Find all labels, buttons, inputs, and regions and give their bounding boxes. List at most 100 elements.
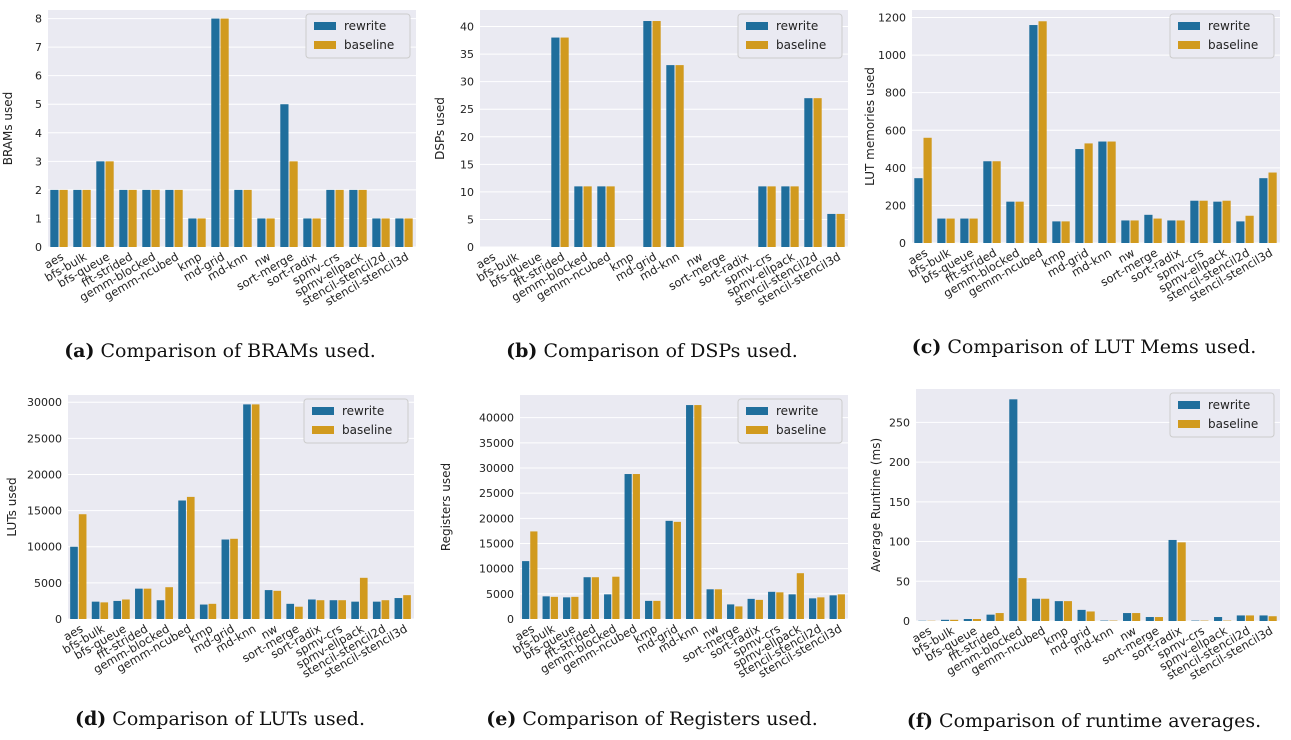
bar-baseline-stencil-stencil3d (403, 595, 411, 619)
bar-baseline-md-knn (251, 404, 260, 619)
legend-swatch-rewrite (746, 407, 768, 415)
bar-rewrite-gemm-blocked (574, 186, 583, 247)
y-axis-label: BRAMs used (1, 92, 15, 166)
y-tick-label: 25000 (27, 432, 62, 445)
y-tick-label: 3 (35, 155, 42, 168)
y-tick-label: 1000 (878, 49, 906, 62)
legend-label-baseline: baseline (776, 423, 826, 437)
bar-baseline-nw (1132, 613, 1141, 621)
bar-rewrite-spmv-ellpack (1214, 617, 1223, 621)
bar-rewrite-md-knn (243, 404, 251, 619)
bar-baseline-gemm-ncubed (1038, 21, 1047, 243)
legend-swatch-baseline (314, 41, 336, 49)
bar-baseline-md-knn (694, 405, 702, 619)
bar-rewrite-sort-merge (286, 603, 295, 619)
y-tick-label: 25 (460, 103, 474, 116)
bar-baseline-aes (78, 514, 87, 619)
bar-baseline-md-knn (675, 65, 684, 248)
bar-rewrite-stencil-stencil3d (395, 218, 404, 247)
bar-rewrite-fft-strided (119, 189, 128, 247)
caption-label: (a) (64, 340, 95, 362)
bar-baseline-bfs-bulk (82, 189, 91, 247)
bar-rewrite-md-knn (1098, 141, 1107, 243)
bar-rewrite-sort-merge (280, 104, 289, 247)
bar-rewrite-bfs-bulk (542, 596, 550, 619)
y-tick-label: 0 (467, 241, 474, 254)
bar-rewrite-fft-strided (551, 37, 560, 248)
bar-rewrite-md-knn (234, 189, 243, 247)
y-axis-label: LUT memories used (863, 67, 877, 186)
y-tick-label: 35 (460, 48, 474, 61)
y-tick-label: 15 (460, 158, 474, 171)
bar-baseline-stencil-stencil3d (837, 594, 845, 619)
bar-rewrite-bfs-queue (96, 161, 105, 247)
y-tick-label: 1 (35, 212, 42, 225)
chart-panel-lutmem: 0 200 400 600 800 1000 1200 LUT memories used ae… (863, 0, 1291, 330)
caption-label: (c) (911, 336, 942, 358)
bar-baseline-spmv-ellpack (359, 577, 368, 619)
bar-baseline-sort-radix (312, 218, 321, 247)
bar-baseline-stencil-stencil3d (1268, 616, 1277, 621)
y-tick-label: 20 (460, 131, 474, 144)
bar-rewrite-gemm-ncubed (178, 500, 186, 619)
bar-baseline-bfs-bulk (950, 619, 959, 621)
bar-rewrite-stencil-stencil2d (809, 598, 817, 619)
legend-label-rewrite: rewrite (776, 404, 818, 418)
bar-baseline-bfs-queue (969, 218, 978, 243)
y-tick-label: 5 (35, 98, 42, 111)
bar-baseline-sort-merge (289, 161, 298, 247)
bar-baseline-gemm-ncubed (606, 186, 615, 247)
legend-swatch-baseline (1178, 420, 1200, 428)
caption-lutmem: (c) Comparison of LUT Mems used. (874, 336, 1291, 358)
caption-label: (b) (506, 340, 538, 362)
caption-text: Comparison of runtime averages. (933, 710, 1262, 732)
bar-baseline-kmp (208, 603, 217, 619)
bar-baseline-fft-strided (995, 613, 1004, 621)
y-tick-label: 40000 (479, 412, 514, 425)
bar-rewrite-stencil-stencil2d (1236, 221, 1245, 243)
caption-brams: (a) Comparison of BRAMs used. (10, 340, 430, 362)
bar-baseline-md-knn (1107, 141, 1116, 243)
caption-label: (d) (74, 708, 107, 730)
bar-rewrite-md-grid (665, 520, 673, 619)
bar-baseline-spmv-crs (338, 600, 346, 619)
bar-baseline-md-grid (673, 521, 681, 619)
bar-rewrite-spmv-ellpack (349, 189, 358, 247)
y-tick-label: 10000 (479, 563, 514, 576)
y-tick-label: 5000 (486, 588, 514, 601)
bar-baseline-sort-radix (755, 599, 763, 619)
bar-baseline-md-grid (220, 18, 229, 247)
bar-rewrite-bfs-queue (113, 600, 122, 619)
y-tick-label: 8 (35, 13, 42, 26)
chart-svg-registers: 0 5000 10000 15000 20000 25000 30000 35000 40000… (439, 395, 848, 681)
bar-rewrite-stencil-stencil3d (827, 213, 836, 247)
chart-panel-brams: 0 1 2 3 4 5 6 7 8 BRAMs used aes bfs-bulk bfs-queue f… (0, 0, 430, 330)
bar-rewrite-bfs-queue (563, 597, 571, 619)
bar-rewrite-stencil-stencil2d (372, 601, 381, 619)
bar-rewrite-fft-strided (986, 614, 995, 621)
legend-label-rewrite: rewrite (342, 404, 384, 418)
bar-rewrite-gemm-ncubed (624, 474, 632, 619)
bar-rewrite-sort-merge (1145, 617, 1154, 621)
bar-rewrite-gemm-blocked (604, 594, 612, 619)
y-tick-label: 0 (903, 615, 910, 628)
caption-dsps: (b) Comparison of DSPs used. (442, 340, 862, 362)
y-tick-label: 200 (889, 456, 910, 469)
bar-baseline-sort-radix (316, 600, 325, 619)
bar-baseline-stencil-stencil3d (1268, 172, 1277, 243)
y-tick-label: 5 (467, 213, 474, 226)
bar-baseline-gemm-blocked (583, 186, 592, 247)
legend-swatch-rewrite (314, 22, 336, 30)
y-tick-label: 100 (889, 536, 910, 549)
bar-rewrite-stencil-stencil2d (372, 218, 381, 247)
bar-rewrite-gemm-blocked (1009, 399, 1018, 621)
bar-rewrite-md-grid (1075, 149, 1084, 243)
bar-baseline-stencil-stencil2d (1245, 215, 1254, 243)
y-tick-label: 10000 (27, 541, 62, 554)
legend-label-baseline: baseline (1208, 417, 1258, 431)
y-axis-label: LUTs used (5, 477, 19, 536)
